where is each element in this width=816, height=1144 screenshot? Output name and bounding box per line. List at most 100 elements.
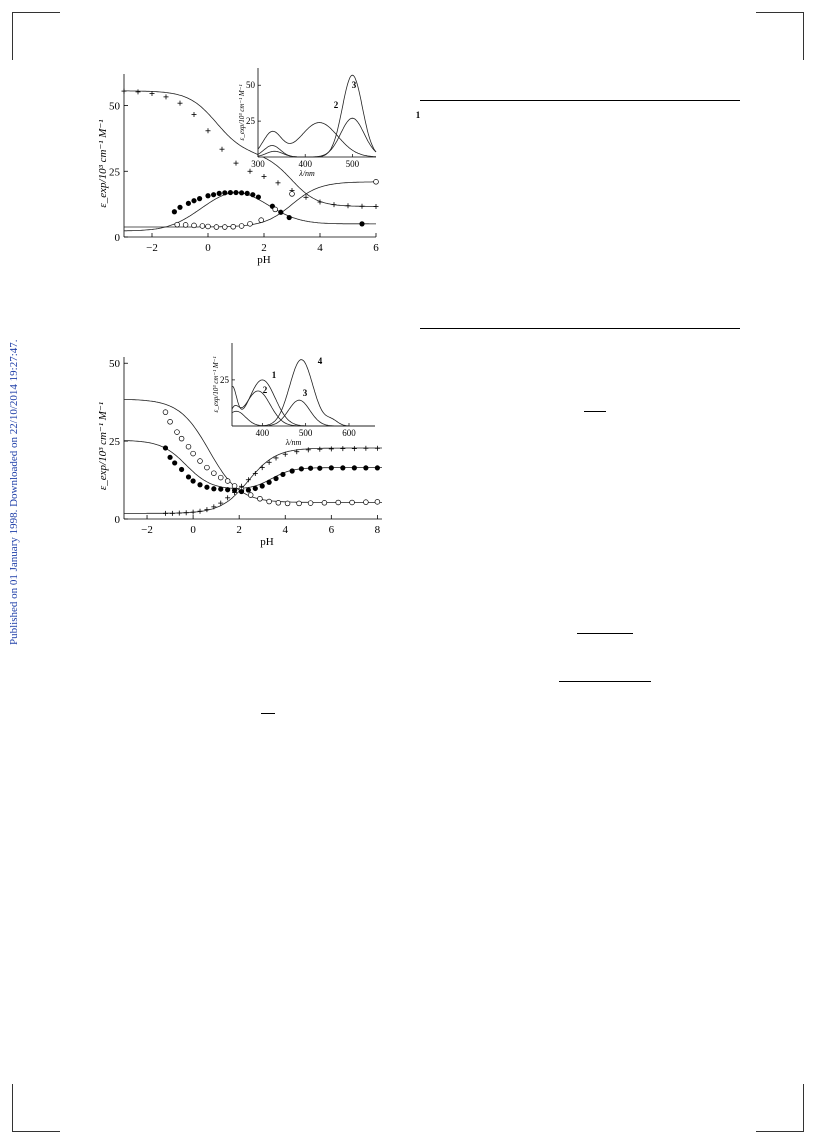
chart1-data-point-open bbox=[199, 223, 206, 229]
chart1-x-tick-label: −2 bbox=[146, 242, 158, 254]
chart2-x-tick-label: 6 bbox=[329, 524, 335, 536]
chart2-data-point-filled bbox=[190, 478, 196, 484]
chart1-data-point-open bbox=[182, 222, 189, 228]
fraction-bar-1 bbox=[584, 411, 606, 412]
fraction-bar-4 bbox=[261, 713, 275, 714]
chart2-inset-x-tick-label: 400 bbox=[256, 428, 270, 438]
chart2-data-point-filled bbox=[167, 454, 173, 460]
chart1-data-point-filled bbox=[216, 190, 222, 196]
chart1-data-point-filled bbox=[205, 193, 211, 199]
chart2-inset-spectrum bbox=[232, 359, 375, 427]
chart2-x-tick-label: 4 bbox=[283, 524, 289, 536]
chart2-data-point-filled bbox=[204, 484, 210, 490]
chart1-data-point-plus bbox=[359, 203, 365, 209]
chart1-data-point-filled bbox=[197, 196, 203, 202]
chart2-inset-curve-label: 2 bbox=[263, 385, 268, 395]
chart1-data-point-filled bbox=[177, 204, 183, 210]
chart1-inset-x-axis-label: λ/nm bbox=[298, 169, 315, 178]
table-rule-middle bbox=[420, 328, 740, 329]
chart2-data-point-open bbox=[231, 483, 238, 489]
chart1-data-point-plus bbox=[331, 202, 337, 208]
chart2-data-point-plus bbox=[282, 451, 288, 457]
chart2-data-point-filled bbox=[266, 479, 272, 485]
chart2-data-point-filled bbox=[259, 483, 265, 489]
chart2-data-point-open bbox=[224, 478, 231, 484]
chart1-data-point-open bbox=[272, 206, 278, 213]
chart2-data-point-filled bbox=[225, 487, 231, 493]
fraction-bar-3 bbox=[559, 681, 651, 682]
chart1-data-point-open bbox=[191, 222, 197, 229]
chart2-data-point-open bbox=[284, 500, 291, 507]
chart1-x-tick-label: 4 bbox=[317, 242, 323, 254]
chart1-data-point-plus bbox=[345, 203, 351, 209]
chart1-inset-spectrum bbox=[257, 74, 377, 158]
chart2-data-point-open bbox=[266, 498, 272, 505]
chart2-data-point-filled bbox=[351, 465, 357, 471]
chart2-data-point-open bbox=[275, 500, 282, 506]
chart1-data-point-open bbox=[174, 221, 180, 228]
chart1-data-point-open bbox=[238, 223, 245, 229]
chart2-data-point-filled bbox=[197, 482, 203, 488]
chart2-data-point-open bbox=[218, 474, 224, 481]
chart1-y-axis-label: ε_exp/10³ cm⁻¹ M⁻¹ bbox=[97, 119, 109, 207]
chart2-data-point-plus bbox=[169, 510, 175, 516]
chart2-data-point-plus bbox=[351, 446, 357, 452]
chart2-data-point-plus bbox=[374, 445, 380, 451]
chart2-data-point-open bbox=[178, 435, 185, 442]
chart1-inset-y-axis-label: ε_exp/10³ cm⁻¹ M⁻¹ bbox=[238, 84, 246, 140]
chart2-data-point-open bbox=[190, 450, 196, 457]
table-rule-top bbox=[420, 100, 740, 101]
chart2-inset-y-axis-label: ε_exp/10³ cm⁻¹ M⁻¹ bbox=[212, 356, 220, 412]
chart2-data-point-open bbox=[247, 492, 254, 498]
chart2-data-point-plus bbox=[363, 445, 369, 451]
chart1-data-point-filled bbox=[233, 189, 239, 196]
chart2-data-point-open bbox=[349, 499, 355, 506]
chart1-data-point-filled bbox=[286, 214, 292, 221]
chart1-data-point-open bbox=[213, 224, 220, 230]
crop-mark-top-right-h bbox=[756, 12, 804, 13]
chart2-inset-x-tick-label: 500 bbox=[299, 428, 313, 438]
chart1-data-point-plus bbox=[373, 204, 379, 210]
crop-mark-bottom-left-h bbox=[12, 1131, 60, 1132]
crop-mark-top-right-v bbox=[803, 12, 804, 60]
chart2-data-point-filled bbox=[178, 466, 185, 473]
chart1-x-axis-label: pH bbox=[257, 254, 271, 266]
chart2-x-axis-label: pH bbox=[260, 536, 274, 548]
chart2-data-point-plus bbox=[317, 446, 323, 452]
chart2-fit-curve bbox=[124, 447, 382, 514]
chart2-data-point-open bbox=[374, 499, 381, 505]
chart1-inset-y-tick-label: 50 bbox=[246, 80, 256, 90]
chart2-data-point-filled bbox=[252, 485, 258, 492]
chart1-data-point-filled bbox=[359, 221, 365, 227]
chart2-data-point-filled bbox=[185, 474, 192, 480]
chart1-data-point-open bbox=[373, 179, 379, 185]
chart2-data-point-open bbox=[363, 499, 369, 505]
chart1-data-point-plus bbox=[149, 90, 155, 96]
chart2-data-point-open bbox=[321, 500, 328, 506]
chart2-data-point-plus bbox=[190, 509, 196, 515]
chart1-data-point-open bbox=[247, 221, 253, 227]
chart1-data-point-filled bbox=[191, 198, 197, 204]
sidebar-note[interactable]: Published on 01 January 1998. Downloaded… bbox=[8, 339, 20, 645]
chart2-y-tick-label: 50 bbox=[109, 358, 121, 370]
chart1-data-point-plus bbox=[205, 128, 211, 134]
chart2-data-point-open bbox=[162, 409, 169, 415]
chart2-y-axis-label: ε_exp/10³ cm⁻¹ M⁻¹ bbox=[97, 402, 109, 490]
chart2-data-point-open bbox=[174, 429, 180, 435]
chart2-data-point-filled bbox=[374, 465, 380, 471]
chart2-data-point-filled bbox=[307, 465, 314, 471]
chart2-data-point-plus bbox=[218, 500, 224, 506]
chart1-data-point-filled bbox=[278, 209, 284, 215]
chart1-data-point-plus bbox=[261, 174, 267, 180]
chart2-data-point-plus bbox=[305, 447, 311, 453]
chart2-data-point-plus bbox=[162, 510, 168, 516]
chart2-inset-x-tick-label: 600 bbox=[342, 428, 356, 438]
chart2-data-point-plus bbox=[340, 446, 346, 452]
chart2-data-point-filled bbox=[363, 465, 369, 471]
chart2-data-point-open bbox=[211, 470, 217, 476]
chart2-data-point-open bbox=[185, 443, 192, 450]
chart1-data-point-filled bbox=[211, 192, 217, 198]
chart2-data-point-plus bbox=[259, 465, 265, 471]
chart2-data-point-filled bbox=[317, 465, 323, 471]
